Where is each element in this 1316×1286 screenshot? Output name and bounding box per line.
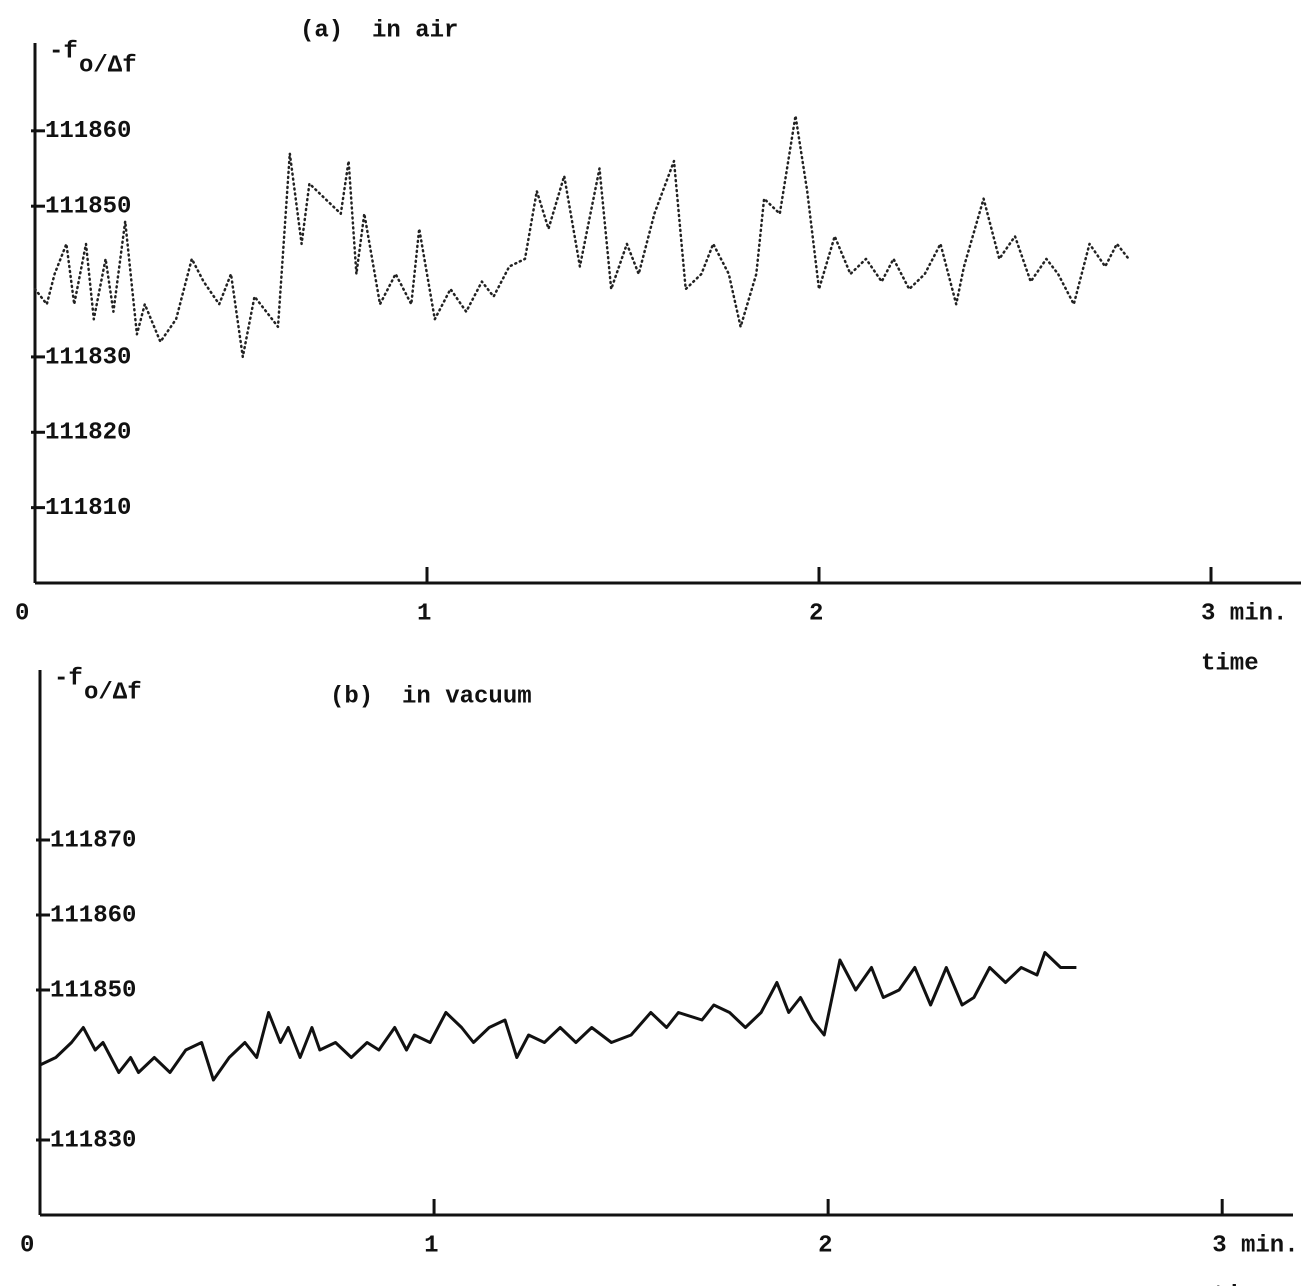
x-tick-label: 3 min. (1212, 1232, 1298, 1259)
y-tick-label: 111860 (50, 902, 136, 929)
figure: (a) in air-fo/Δf111810111820111830111850… (0, 0, 1316, 1286)
x-tick-label: 1 (424, 1232, 438, 1259)
y-tick-label: 111850 (45, 194, 131, 221)
y-axis-label-sub: o/Δf (79, 52, 137, 79)
y-tick-label: 111830 (50, 1127, 136, 1154)
x-tick-label: 1 (417, 600, 431, 627)
x-tick-label: 2 (818, 1232, 832, 1259)
x-axis-label: time (1201, 650, 1259, 677)
chart-title: (b) in vacuum (330, 683, 532, 710)
y-axis-label-sub: o/Δf (84, 679, 142, 706)
data-line (35, 116, 1129, 357)
y-tick-label: 111810 (45, 495, 131, 522)
y-tick-label: 111850 (50, 977, 136, 1004)
x-axis-label: time (1212, 1282, 1270, 1286)
x-tick-label: 0 (15, 600, 29, 627)
data-line (40, 953, 1076, 1081)
y-tick-label: 111830 (45, 344, 131, 371)
x-tick-label: 0 (20, 1232, 34, 1259)
y-tick-label: 111860 (45, 118, 131, 145)
y-tick-label: 111820 (45, 420, 131, 447)
x-tick-label: 3 min. (1201, 600, 1287, 627)
y-axis-label: -f (49, 38, 78, 65)
x-tick-label: 2 (809, 600, 823, 627)
y-axis-label: -f (54, 665, 83, 692)
y-tick-label: 111870 (50, 827, 136, 854)
chart-title: (a) in air (300, 17, 458, 44)
